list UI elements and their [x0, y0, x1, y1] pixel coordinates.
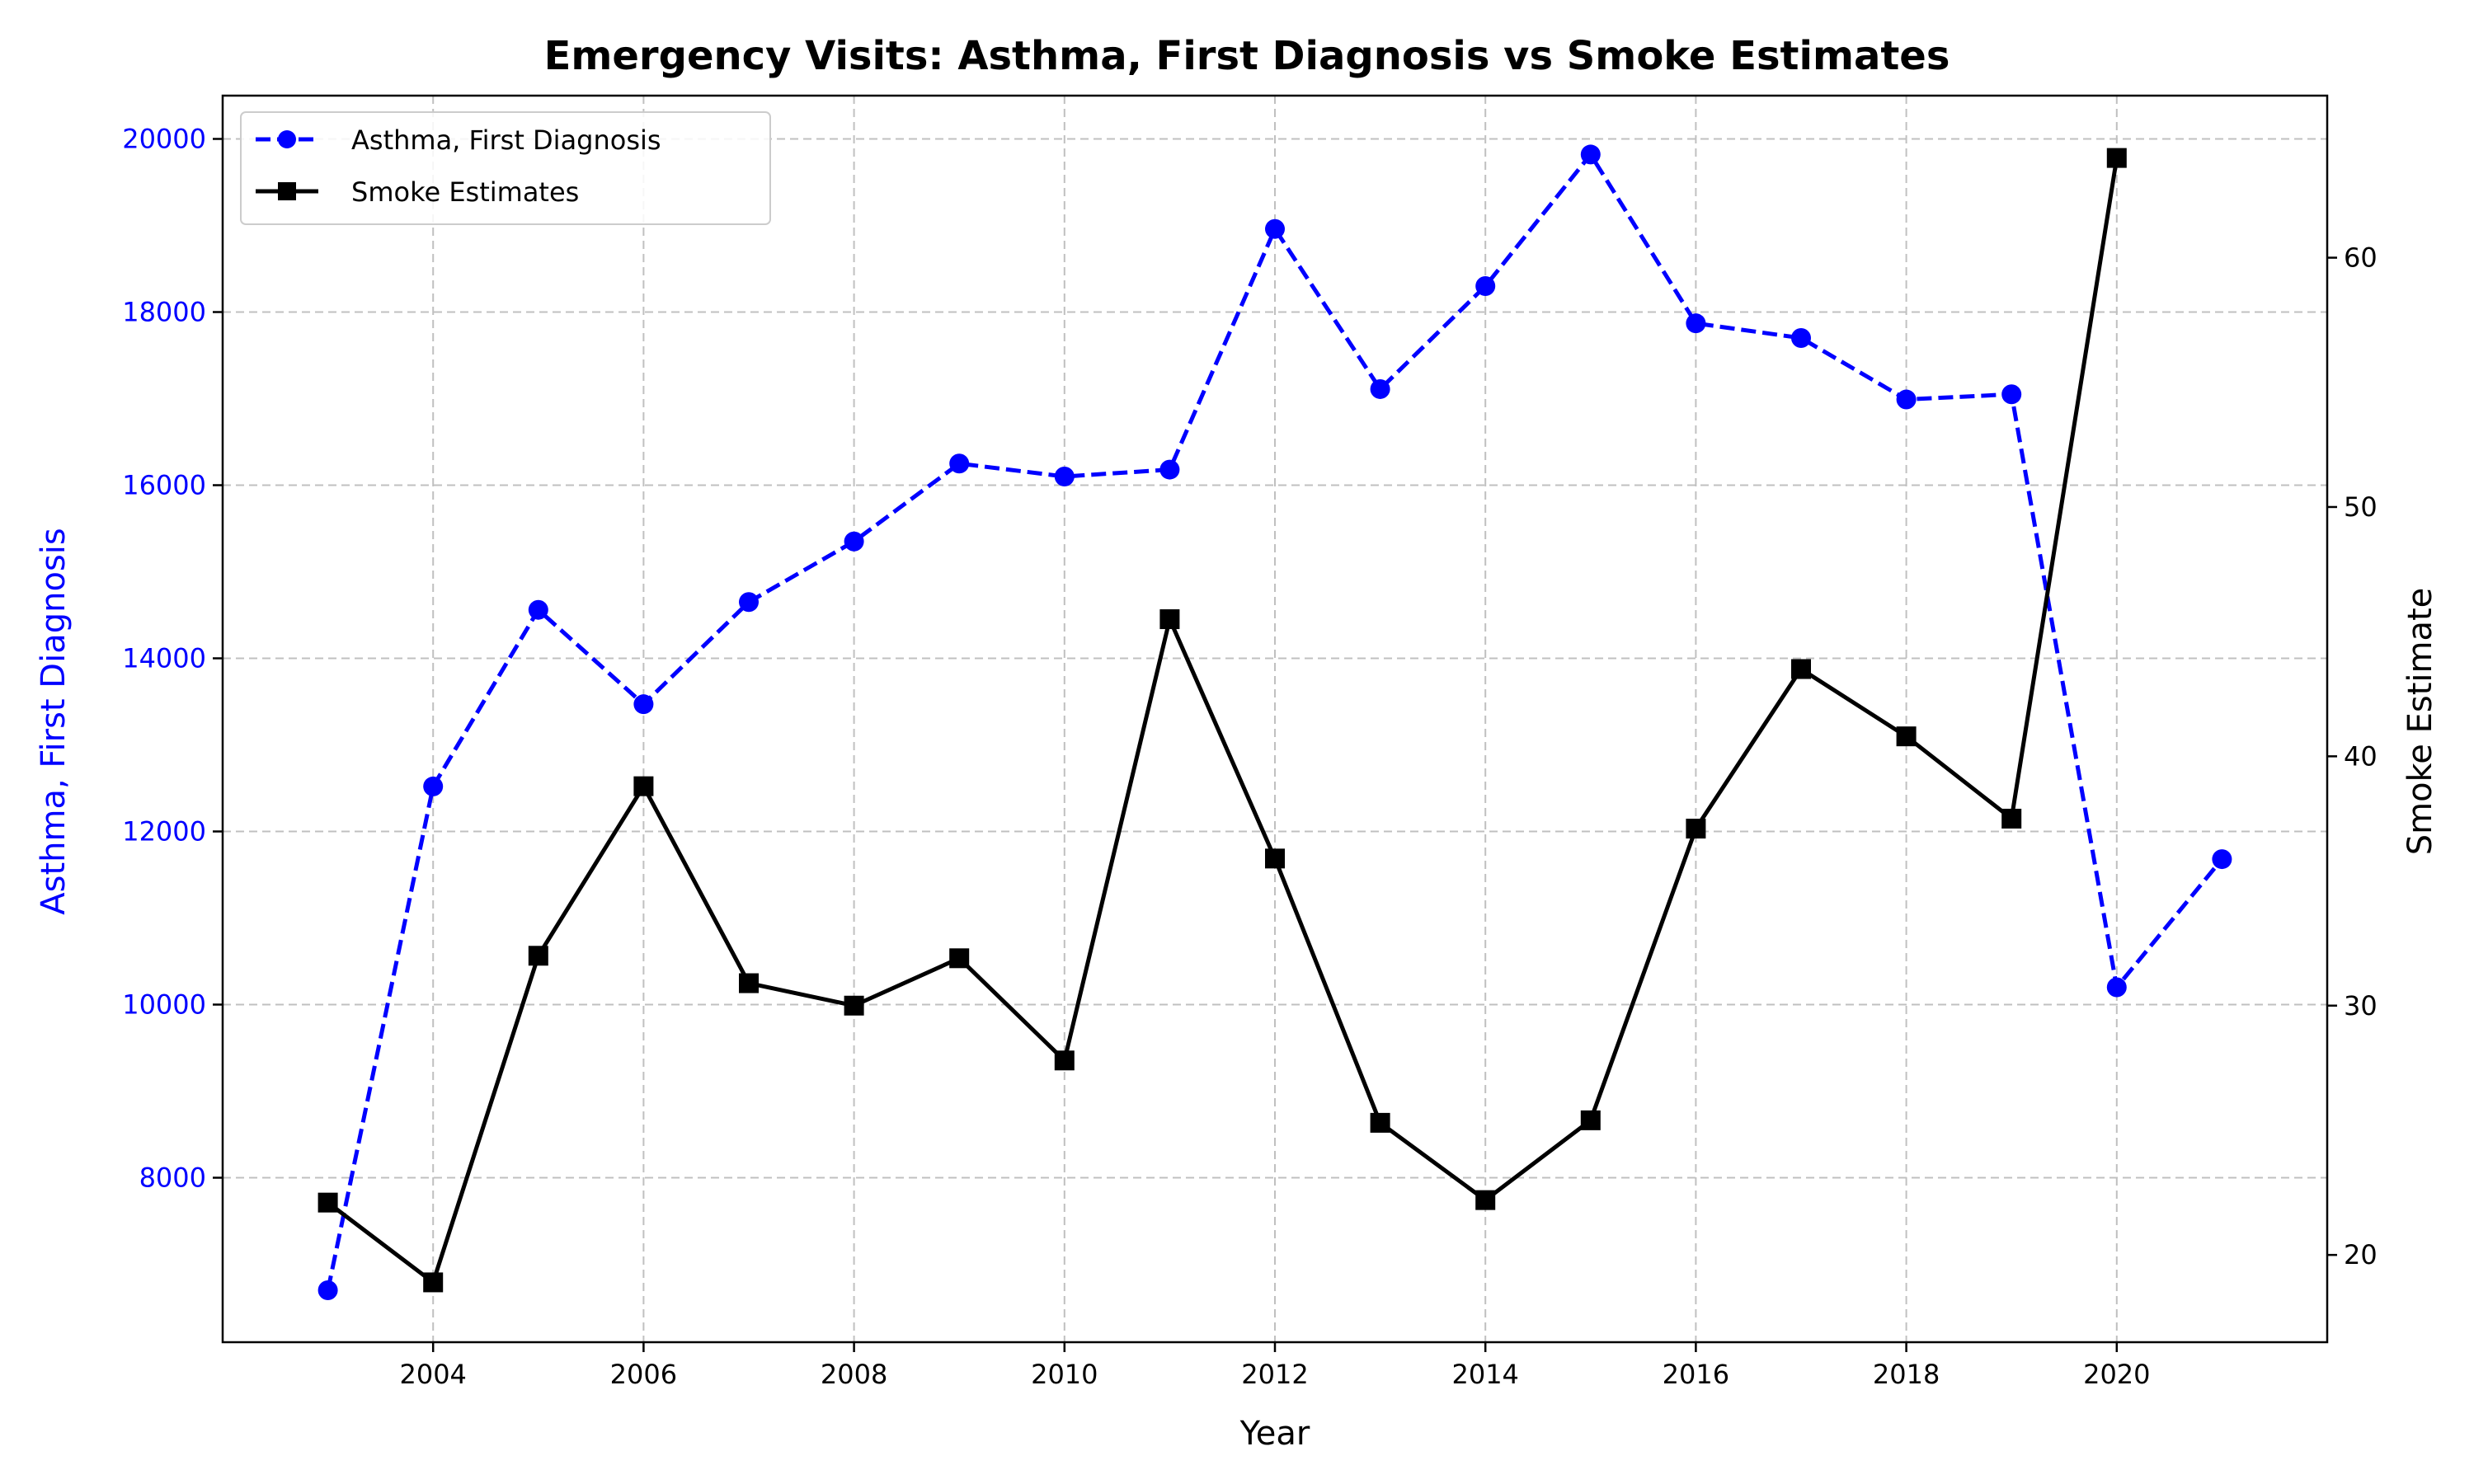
x-tick-label: 2010: [1031, 1359, 1098, 1390]
smoke-data-point: [1896, 726, 1917, 747]
smoke-series-group: [317, 148, 2127, 1293]
asthma-data-point: [423, 776, 444, 796]
left-y-tick-label: 8000: [139, 1162, 206, 1194]
smoke-data-point: [1370, 1112, 1390, 1133]
asthma-series-group: [317, 144, 2232, 1300]
asthma-data-point: [1054, 467, 1075, 486]
asthma-data-point: [2106, 977, 2127, 998]
left-y-tick-label: 10000: [122, 989, 206, 1021]
asthma-data-point: [1580, 144, 1601, 165]
asthma-data-point: [1686, 313, 1706, 334]
x-tick-label: 2008: [821, 1359, 887, 1390]
legend: Asthma, First Diagnosis Smoke Estimates: [240, 111, 771, 225]
x-tick-label: 2012: [1241, 1359, 1308, 1390]
legend-smoke-label: Smoke Estimates: [351, 176, 579, 208]
left-y-tick-label: 20000: [122, 124, 206, 155]
asthma-data-point: [528, 599, 548, 620]
x-tick-label: 2004: [399, 1359, 466, 1390]
smoke-data-point: [1475, 1190, 1496, 1210]
right-y-tick-label: 40: [2344, 740, 2378, 772]
smoke-data-point: [633, 776, 654, 796]
x-tick-label: 2018: [1873, 1359, 1940, 1390]
asthma-data-point: [317, 1280, 338, 1300]
asthma-data-point: [2212, 849, 2232, 870]
smoke-data-point: [739, 973, 759, 993]
right-y-tick-label: 50: [2344, 491, 2378, 523]
asthma-data-point: [1896, 389, 1917, 410]
x-axis-label: Year: [1239, 1415, 1310, 1453]
legend-box: [240, 111, 771, 225]
left-y-tick-label: 12000: [122, 816, 206, 848]
x-tick-label: 2016: [1663, 1359, 1729, 1390]
smoke-data-point: [949, 948, 970, 969]
grid: [223, 96, 2327, 1342]
right-y-tick-label: 20: [2344, 1239, 2378, 1270]
x-tick-label: 2006: [610, 1359, 677, 1390]
smoke-series-line: [327, 157, 2119, 1284]
asthma-data-point: [1159, 459, 1180, 480]
asthma-data-point: [1475, 276, 1496, 296]
chart-title: Emergency Visits: Asthma, First Diagnosi…: [544, 33, 1950, 79]
asthma-data-point: [739, 592, 759, 613]
right-y-tick-label: 60: [2344, 242, 2378, 274]
smoke-data-point: [1159, 609, 1180, 630]
left-y-tick-label: 14000: [122, 643, 206, 674]
smoke-data-point: [2001, 808, 2022, 829]
asthma-data-point: [844, 531, 864, 552]
legend-smoke-marker: [278, 182, 296, 200]
smoke-data-point: [423, 1272, 444, 1293]
right-y-axis-label: Smoke Estimate: [2401, 588, 2439, 856]
asthma-data-point: [1791, 328, 1811, 348]
smoke-data-point: [528, 946, 548, 966]
smoke-data-point: [1580, 1110, 1601, 1130]
smoke-data-point: [1686, 819, 1706, 839]
right-y-axis-ticks: 20 30 40 50 60: [2327, 242, 2378, 1270]
asthma-data-point: [2001, 384, 2022, 405]
smoke-data-point: [1265, 848, 1285, 869]
asthma-data-point: [1265, 218, 1285, 239]
x-tick-label: 2014: [1451, 1359, 1518, 1390]
left-y-tick-label: 18000: [122, 297, 206, 328]
legend-asthma-label: Asthma, First Diagnosis: [351, 124, 661, 156]
smoke-data-point: [2106, 148, 2127, 168]
left-y-tick-label: 16000: [122, 470, 206, 501]
smoke-data-point: [1791, 659, 1811, 679]
smoke-data-point: [317, 1192, 338, 1213]
left-y-axis-ticks: 8000 10000 12000 14000 16000 18000 20000: [122, 124, 223, 1194]
asthma-data-point: [1370, 378, 1390, 399]
x-axis-ticks: 2004 2006 2008 2010 2012 2014 2016 2018 2020: [399, 1342, 2151, 1390]
asthma-data-point: [949, 453, 970, 474]
smoke-data-point: [844, 995, 864, 1016]
asthma-data-point: [633, 694, 654, 715]
legend-asthma-marker: [278, 130, 296, 148]
left-y-axis-label: Asthma, First Diagnosis: [35, 528, 73, 914]
x-tick-label: 2020: [2083, 1359, 2150, 1390]
right-y-tick-label: 30: [2344, 990, 2378, 1021]
smoke-data-point: [1054, 1050, 1075, 1071]
